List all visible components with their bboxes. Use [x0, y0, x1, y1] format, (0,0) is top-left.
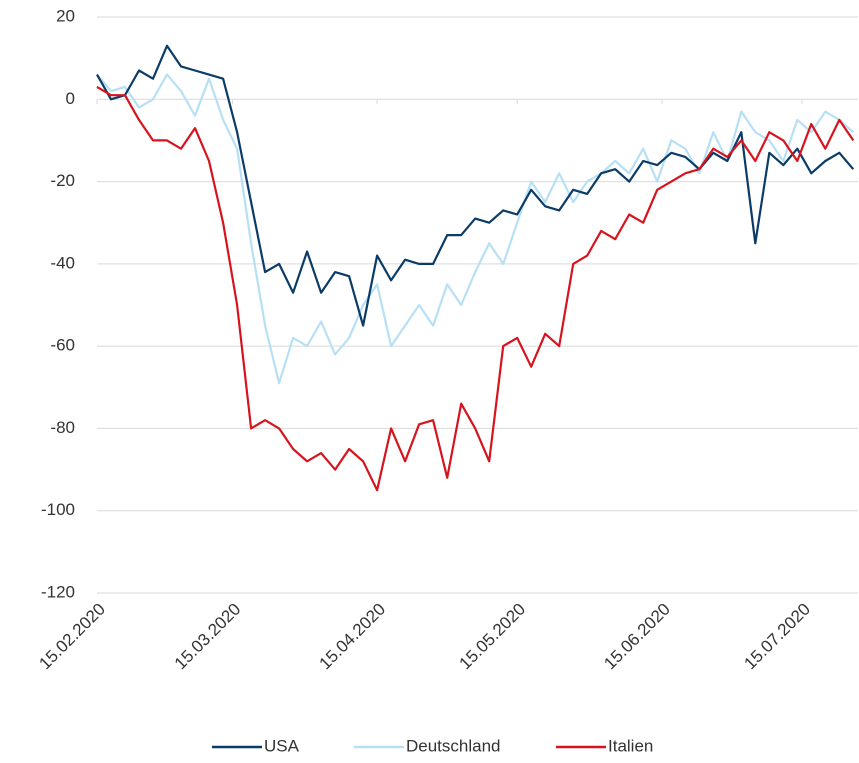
series-line: [96, 73, 855, 385]
series-line: [96, 85, 855, 492]
y-tick-label: -40: [50, 253, 75, 272]
legend-label: Deutschland: [406, 736, 501, 755]
y-tick-label: -20: [50, 171, 75, 190]
y-tick-label: -60: [50, 336, 75, 355]
y-tick-label: -120: [41, 582, 75, 601]
y-tick-label: -100: [41, 500, 75, 519]
x-tick-label: 15.04.2020: [316, 600, 390, 674]
x-tick-label: 15.03.2020: [171, 600, 245, 674]
legend-label: USA: [264, 736, 300, 755]
x-tick-label: 15.02.2020: [35, 600, 109, 674]
series-line: [96, 44, 855, 327]
x-tick-label: 15.06.2020: [600, 600, 674, 674]
y-tick-label: 0: [66, 89, 75, 108]
y-tick-label: 20: [56, 6, 75, 25]
x-tick-label: 15.05.2020: [456, 600, 530, 674]
legend-label: Italien: [608, 736, 653, 755]
y-tick-label: -80: [50, 418, 75, 437]
x-tick-label: 15.07.2020: [740, 600, 814, 674]
